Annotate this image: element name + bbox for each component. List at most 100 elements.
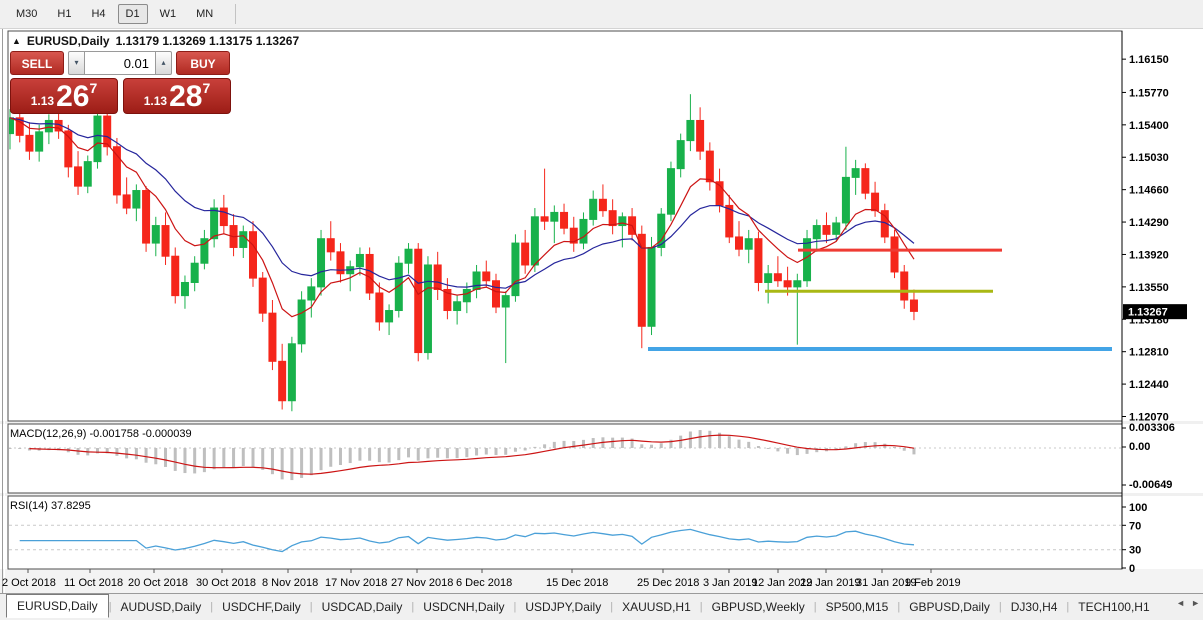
date-axis[interactable]: 2 Oct 2018 11 Oct 2018 20 Oct 2018 30 Oct 2… (2, 569, 961, 589)
macd-histogram-bar (533, 446, 537, 448)
macd-histogram-bar (222, 448, 226, 468)
bear-candle (560, 211, 569, 229)
bull-candle (472, 271, 481, 290)
date-axis-label: 25 Dec 2018 (637, 577, 699, 589)
tab-separator: | (699, 601, 703, 613)
bull-candle (355, 253, 364, 268)
bull-candle (666, 168, 675, 215)
bear-candle (783, 280, 792, 288)
bear-candle (219, 207, 228, 227)
chart-canvas[interactable]: 1.16150 1.15770 1.15400 1.15030 1.14660 1.142… (0, 29, 1203, 593)
bid-price-tile[interactable]: 1.13 26 7 (10, 78, 118, 114)
bear-candle (375, 292, 384, 323)
macd-histogram-bar (358, 448, 362, 461)
macd-histogram-bar (445, 448, 449, 459)
price-axis-label: 1.13550 (1129, 282, 1169, 294)
timeframe-toolbar: M30 H1 H4 D1 W1 MN (0, 0, 1203, 29)
tab-separator: | (411, 601, 415, 613)
rsi-axis-label: 30 (1129, 545, 1141, 557)
timeframe-button-mn[interactable]: MN (196, 8, 214, 20)
bear-candle (861, 168, 870, 194)
chart-tab-dj30-h4[interactable]: DJ30,H4 (1010, 600, 1058, 614)
rsi-indicator-label: RSI(14) 37.8295 (10, 500, 91, 512)
sell-button[interactable]: SELL (10, 51, 64, 75)
macd-histogram-bar (125, 448, 129, 459)
date-axis-label: 22 Jan 2019 (800, 577, 861, 589)
volume-decrease-button[interactable]: ▾ (68, 51, 85, 75)
bear-candle (258, 277, 267, 314)
bull-candle (200, 238, 209, 264)
chart-tab-xauusd-h1[interactable]: XAUUSD,H1 (622, 600, 691, 614)
bull-candle (647, 246, 656, 327)
tab-scroll-buttons: ◄ ► (1176, 598, 1200, 608)
macd-histogram-bar (455, 448, 459, 459)
macd-histogram-bar (27, 448, 31, 451)
macd-histogram-bar (251, 448, 255, 468)
chart-tab-gbpusd-weekly[interactable]: GBPUSD,Weekly (711, 600, 805, 614)
bull-candle (297, 299, 306, 345)
tab-scroll-left-icon[interactable]: ◄ (1176, 598, 1186, 608)
bear-candle (414, 248, 423, 354)
macd-histogram-bar (902, 448, 906, 451)
timeframe-button-h4[interactable]: H4 (91, 8, 106, 20)
bear-candle (909, 299, 918, 312)
chart-tab-usdjpy-daily[interactable]: USDJPY,Daily (525, 600, 602, 614)
bull-candle (453, 301, 462, 312)
date-axis-label: 17 Nov 2018 (325, 577, 387, 589)
timeframe-button-m30[interactable]: M30 (16, 8, 38, 20)
date-axis-label: 31 Jan 2019 (856, 577, 917, 589)
timeframe-button-h1[interactable]: H1 (57, 8, 72, 20)
chart-tab-usdchf-daily[interactable]: USDCHF,Daily (222, 600, 301, 614)
bull-candle (511, 242, 520, 297)
volume-input[interactable] (85, 51, 155, 75)
bear-candle (171, 255, 180, 297)
macd-histogram-bar (805, 448, 809, 454)
macd-histogram-bar (543, 444, 547, 448)
bull-candle (686, 119, 695, 142)
bear-candle (822, 225, 831, 235)
chart-tab-tech100-h1[interactable]: TECH100,H1 (1078, 600, 1150, 614)
tab-separator: | (513, 601, 517, 613)
macd-indicator-label: MACD(12,26,9) -0.001758 -0.000039 (10, 428, 192, 440)
volume-increase-button[interactable]: ▴ (155, 51, 172, 75)
macd-histogram-bar (620, 437, 624, 448)
chart-tab-audusd-daily[interactable]: AUDUSD,Daily (120, 600, 202, 614)
macd-histogram-bar (572, 440, 576, 448)
macd-histogram-bar (659, 443, 663, 448)
rsi-axis-label: 100 (1129, 502, 1147, 514)
chart-tab-usdcnh-daily[interactable]: USDCNH,Daily (423, 600, 505, 614)
timeframe-button-d1[interactable]: D1 (117, 4, 148, 24)
rsi-plot (19, 528, 915, 553)
chart-window: 1.16150 1.15770 1.15400 1.15030 1.14660 1.142… (0, 29, 1203, 593)
bear-candle (637, 233, 646, 327)
bull-candle (803, 238, 812, 282)
macd-histogram-bar (387, 448, 391, 463)
tab-separator: | (108, 601, 112, 613)
date-axis-label: 27 Nov 2018 (391, 577, 453, 589)
chart-tab-gbpusd-daily[interactable]: GBPUSD,Daily (909, 600, 990, 614)
macd-histogram-bar (309, 448, 313, 476)
bear-candle (696, 119, 705, 152)
chart-tab-eurusd-daily[interactable]: EURUSD,Daily (6, 594, 109, 618)
macd-histogram-bar (747, 441, 751, 448)
macd-histogram-bar (581, 439, 585, 448)
chart-tab-usdcad-daily[interactable]: USDCAD,Daily (321, 600, 403, 614)
price-axis-label: 1.13920 (1129, 249, 1169, 261)
price-axis[interactable]: 1.16150 1.15770 1.15400 1.15030 1.14660 1.142… (1122, 54, 1187, 423)
one-click-panel-toggle-icon[interactable]: ▲ (12, 36, 21, 46)
bull-candle (618, 216, 627, 227)
buy-button[interactable]: BUY (176, 51, 230, 75)
chart-tab-sp500-m15[interactable]: SP500,M15 (825, 600, 889, 614)
ask-price-tile[interactable]: 1.13 28 7 (123, 78, 231, 114)
bull-candle (239, 231, 248, 248)
price-axis-label: 1.16150 (1129, 54, 1169, 66)
bear-candle (735, 236, 743, 250)
macd-histogram-bar (329, 448, 333, 467)
macd-histogram-bar (397, 448, 401, 461)
bear-candle (365, 253, 374, 294)
macd-histogram-bar (513, 448, 517, 452)
one-click-trading-panel: SELL ▾ ▴ BUY 1.13 26 7 1.13 28 7 (10, 51, 232, 114)
tab-scroll-right-icon[interactable]: ► (1191, 598, 1200, 608)
timeframe-button-w1[interactable]: W1 (159, 8, 177, 20)
